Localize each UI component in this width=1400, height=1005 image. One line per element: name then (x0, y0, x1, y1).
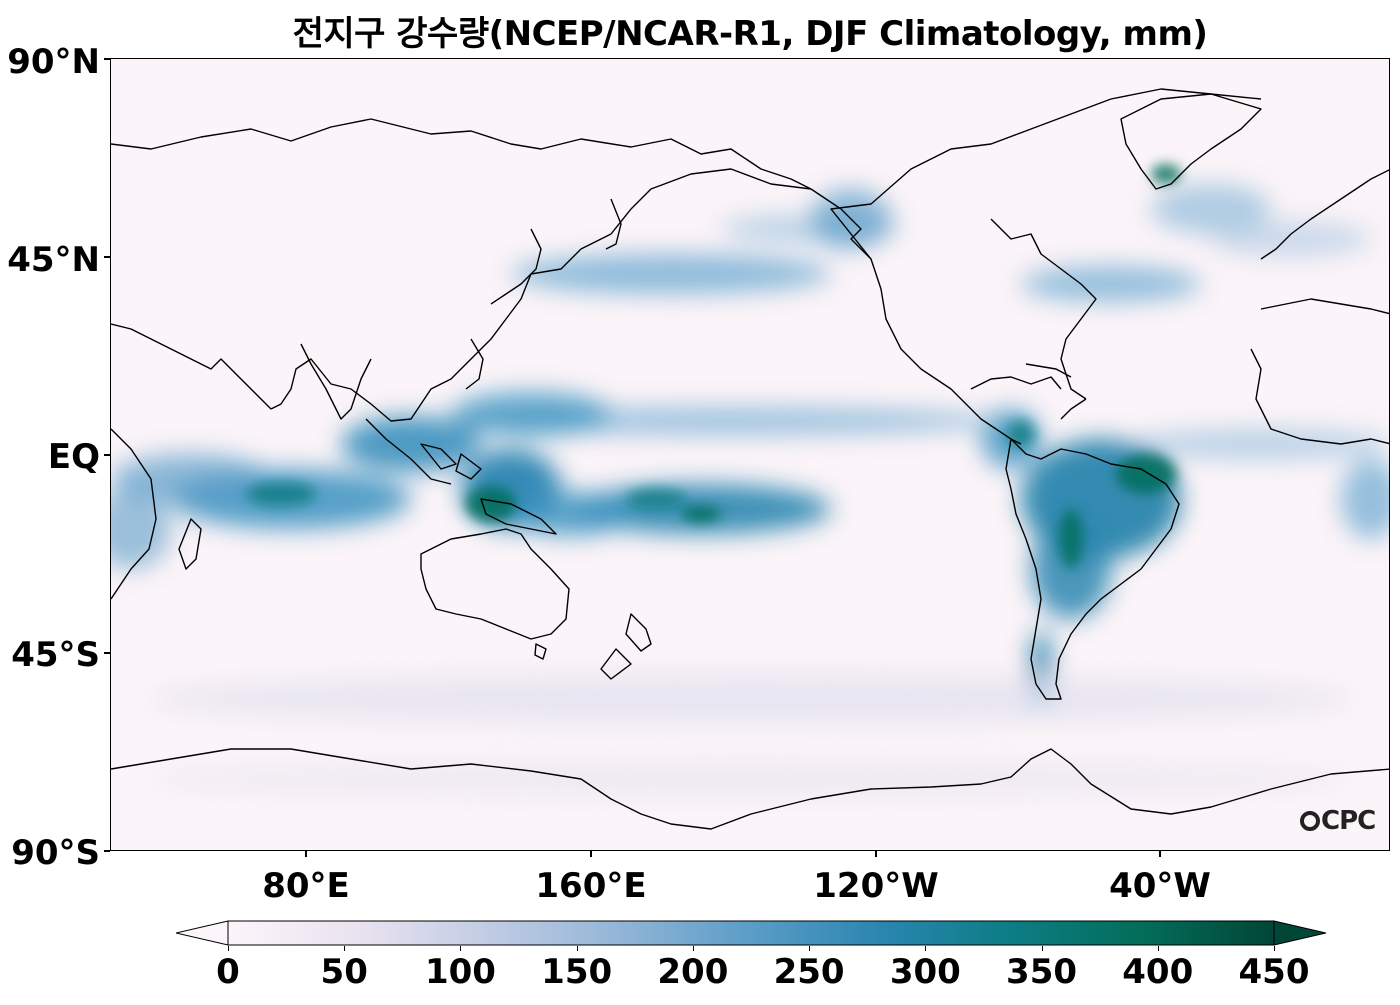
lon-tick-mark (590, 851, 592, 857)
colorbar-tick-mark (809, 946, 811, 951)
colorbar-tick-label: 150 (541, 952, 613, 992)
colorbar-tick-label: 200 (657, 952, 729, 992)
cpc-logo: CPC (1300, 806, 1376, 836)
colorbar-tick-label: 400 (1122, 952, 1194, 992)
precipitation-field (111, 184, 1389, 794)
colorbar-tick-label: 250 (773, 952, 845, 992)
colorbar-tick-label: 350 (1006, 952, 1078, 992)
colorbar-tick-mark (460, 946, 462, 951)
colorbar-tick-mark (228, 946, 229, 951)
lat-label-45s: 45°S (11, 635, 100, 675)
colorbar-extend-min (176, 920, 229, 946)
logo-text: CPC (1321, 806, 1376, 836)
colorbar-tick-label: 300 (889, 952, 961, 992)
lat-tick-mark (104, 256, 110, 258)
lon-label-80e: 80°E (262, 866, 350, 906)
map-title: 전지구 강수량(NCEP/NCAR-R1, DJF Climatology, m… (292, 14, 1208, 54)
logo-swirl-icon (1300, 811, 1320, 831)
lon-label-40w: 40°W (1109, 866, 1211, 906)
colorbar-tick-mark (1274, 946, 1275, 951)
lat-label-90n: 90°N (7, 42, 100, 82)
colorbar-tick-mark (344, 946, 346, 951)
lon-tick-mark (875, 851, 877, 857)
lat-tick-mark (104, 454, 110, 456)
lat-tick-mark (104, 58, 110, 60)
colorbar-tick-mark (1157, 946, 1159, 951)
coastlines (111, 88, 1389, 830)
lat-label-90s: 90°S (11, 833, 100, 873)
lat-tick-mark (104, 652, 110, 654)
lon-tick-mark (1159, 851, 1161, 857)
lon-label-160e: 160°E (535, 866, 647, 906)
colorbar-gradient (227, 920, 1275, 946)
lat-label-45n: 45°N (7, 240, 100, 280)
colorbar-tick-mark (576, 946, 578, 951)
colorbar-tick-label: 450 (1238, 952, 1310, 992)
lat-tick-mark (104, 850, 110, 852)
colorbar (176, 920, 1326, 946)
colorbar-extend-max (1273, 920, 1326, 946)
lon-label-120w: 120°W (813, 866, 939, 906)
colorbar-tick-label: 50 (320, 952, 368, 992)
colorbar-tick-mark (1041, 946, 1043, 951)
colorbar-tick-mark (692, 946, 694, 951)
colorbar-tick-mark (925, 946, 927, 951)
lat-label-eq: EQ (47, 437, 100, 477)
colorbar-tick-label: 100 (424, 952, 496, 992)
precipitation-cores (246, 164, 1181, 569)
precipitation-map (110, 58, 1390, 851)
colorbar-tick-label: 0 (216, 952, 240, 992)
lon-tick-mark (305, 851, 307, 857)
map-canvas (111, 88, 1389, 830)
